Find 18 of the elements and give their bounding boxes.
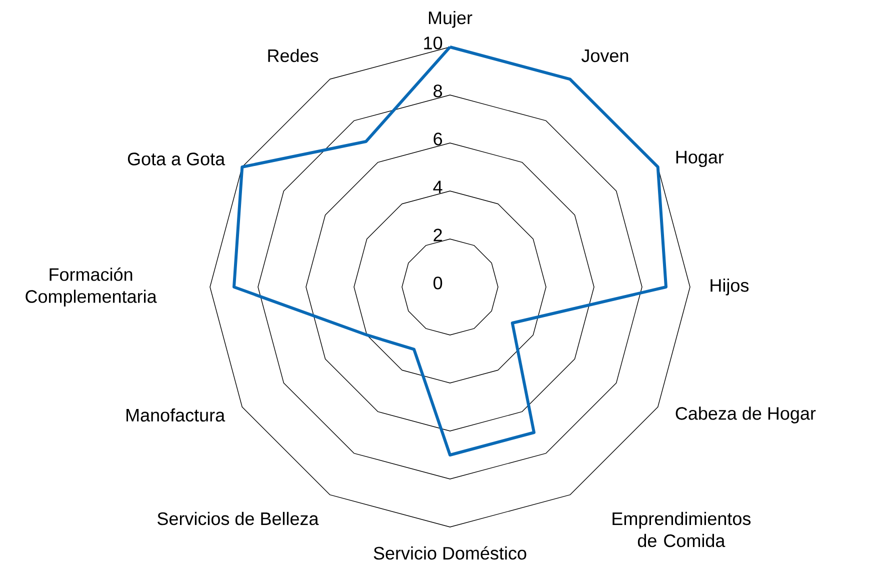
spoke-label: Hijos bbox=[710, 278, 749, 296]
spoke-label: Joven bbox=[581, 50, 628, 62]
y-tick-label: 8 bbox=[434, 84, 442, 98]
spoke-label: Servicios de Belleza bbox=[158, 512, 319, 526]
spoke-label: Formación Complementaria bbox=[26, 268, 157, 306]
y-tick-label: 10 bbox=[424, 36, 442, 50]
spoke-label: Emprendimientos de Comida bbox=[612, 512, 751, 548]
spoke-label: Cabeza de Hogar bbox=[676, 406, 816, 424]
spoke-label: Hogar bbox=[676, 150, 724, 168]
y-tick-label: 4 bbox=[433, 180, 442, 194]
spoke-label: Manofactura bbox=[126, 408, 226, 422]
spoke-label: Gota a Gota bbox=[128, 152, 226, 166]
spoke-label: Mujer bbox=[428, 11, 472, 28]
y-tick-label: 6 bbox=[434, 132, 442, 146]
y-tick-label: 2 bbox=[434, 228, 442, 242]
spoke-label: Servicio Doméstico bbox=[374, 546, 526, 560]
y-tick-label: 0 bbox=[434, 276, 442, 290]
spoke-label: Redes bbox=[268, 48, 318, 62]
